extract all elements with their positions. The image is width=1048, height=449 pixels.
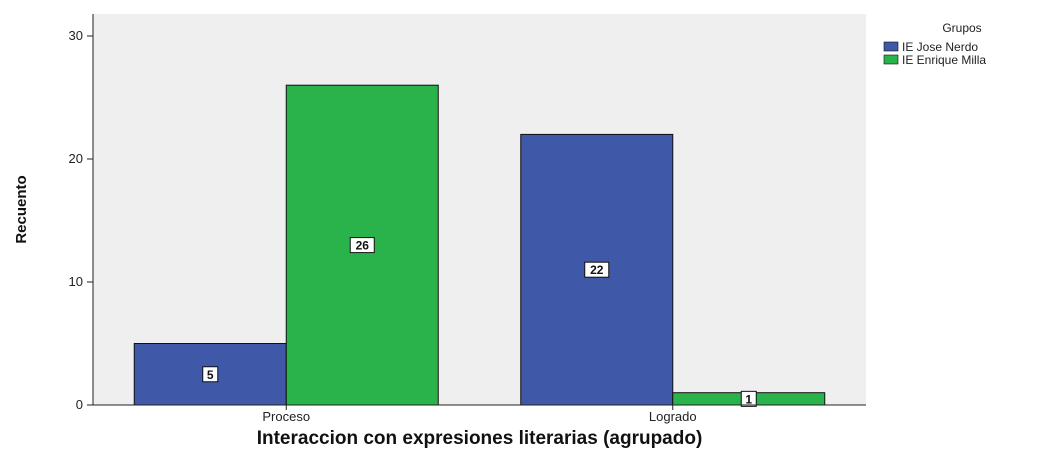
data-label-box bbox=[349, 237, 375, 254]
legend-entry-label: IE Jose Nerdo bbox=[902, 40, 978, 54]
data-label: 22 bbox=[590, 263, 604, 277]
axes-group bbox=[92, 14, 866, 406]
y-tick-label: 20 bbox=[69, 151, 83, 166]
legend-entry-label: IE Enrique Milla bbox=[902, 53, 986, 67]
x-tick-label: Logrado bbox=[649, 409, 697, 424]
data-label: 1 bbox=[745, 392, 752, 406]
data-label: 26 bbox=[356, 239, 370, 253]
y-tick-label: 0 bbox=[76, 397, 83, 412]
y-tick-label: 10 bbox=[69, 274, 83, 289]
y-tick-label: 30 bbox=[69, 28, 83, 43]
y-ticks-group: 0 10 20 30 bbox=[69, 28, 93, 412]
y-axis-title: Recuento bbox=[13, 175, 30, 243]
x-ticks-group: Proceso Logrado bbox=[262, 405, 697, 424]
x-axis-title: Interaccion con expresiones literarias (… bbox=[257, 428, 703, 449]
legend-swatch bbox=[883, 41, 899, 52]
legend-swatch bbox=[883, 54, 899, 65]
data-label: 5 bbox=[207, 368, 214, 382]
data-label-box bbox=[202, 366, 219, 383]
data-label-box bbox=[740, 390, 757, 407]
plot-area bbox=[93, 14, 866, 405]
legend-title: Grupos bbox=[942, 21, 981, 35]
value-labels-group: 5 26 22 1 bbox=[202, 237, 757, 407]
x-tick-label: Proceso bbox=[262, 409, 310, 424]
data-label-box bbox=[584, 261, 610, 278]
